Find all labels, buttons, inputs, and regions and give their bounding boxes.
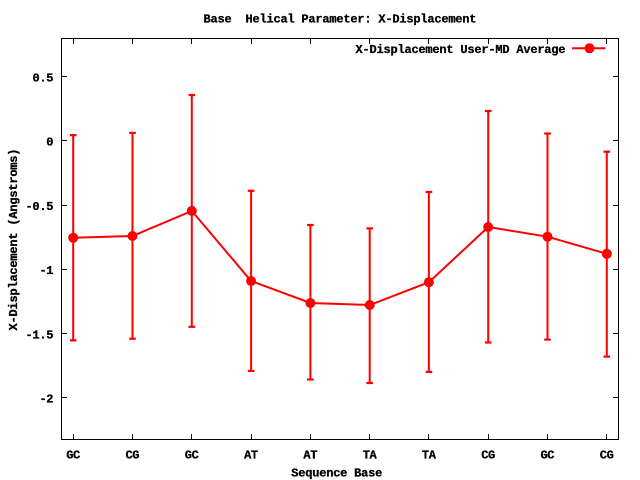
svg-text:-2: -2 xyxy=(40,393,54,407)
svg-text:X-Displacement (Angstroms): X-Displacement (Angstroms) xyxy=(7,149,21,331)
svg-text:-0.5: -0.5 xyxy=(26,200,54,214)
svg-text:Sequence Base: Sequence Base xyxy=(291,467,382,480)
svg-text:CG: CG xyxy=(126,449,140,463)
svg-text:AT: AT xyxy=(244,449,258,463)
svg-text:-1.5: -1.5 xyxy=(26,329,54,343)
svg-text:TA: TA xyxy=(363,449,378,463)
svg-text:CG: CG xyxy=(481,449,495,463)
svg-text:0: 0 xyxy=(46,136,53,150)
svg-text:GC: GC xyxy=(185,449,199,463)
svg-text:X-Displacement User-MD Average: X-Displacement User-MD Average xyxy=(356,43,566,57)
svg-text:TA: TA xyxy=(422,449,437,463)
svg-text:CG: CG xyxy=(600,449,614,463)
svg-text:Base Helical Parameter: X-Dis: Base Helical Parameter: X-Displacement xyxy=(204,13,477,27)
svg-text:GC: GC xyxy=(66,449,80,463)
svg-text:AT: AT xyxy=(303,449,317,463)
svg-text:-1: -1 xyxy=(40,264,54,278)
svg-text:0.5: 0.5 xyxy=(33,72,54,86)
svg-text:GC: GC xyxy=(541,449,555,463)
